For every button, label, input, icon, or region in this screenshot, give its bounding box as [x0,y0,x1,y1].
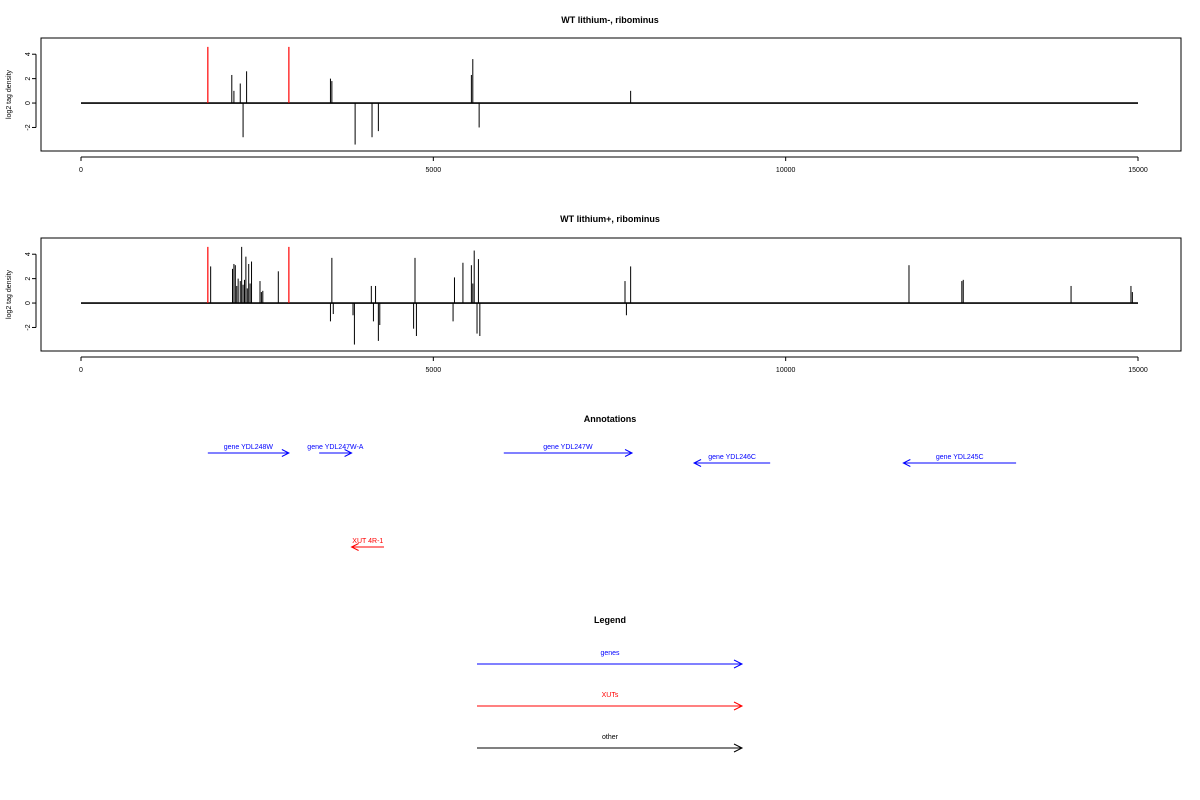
x-tick-label: 0 [79,167,83,174]
arrow-head-right [733,659,744,669]
arrow-head-right [344,449,353,457]
arrow-head-left [350,543,359,551]
x-tick-label: 10000 [776,167,796,174]
annotation-label: gene YDL246C [708,454,756,461]
annotations-panel: Annotations gene YDL248W gene YDL247W-A ge… [207,414,1017,551]
legend-entry: genes [477,650,744,669]
x-tick-label: 5000 [426,367,442,374]
legend-title: Legend [594,615,626,625]
y-tick-label: 2 [25,77,32,81]
annotation-feature: gene YDL247W-A [307,444,364,457]
x-tick-label: 5000 [426,167,442,174]
annotation-label: gene YDL245C [936,454,984,461]
y-tick-label: -2 [25,124,32,130]
x-tick-label: 15000 [1128,167,1148,174]
arrow-head-right [281,449,290,457]
annotation-feature: gene YDL248W [207,444,290,457]
chart-title: WT lithium-, ribominus [561,15,659,25]
arrow-head-left [902,459,911,467]
y-tick-label: 4 [25,252,32,256]
legend-entry: XUTs [477,692,744,711]
legend-label: genes [600,650,620,657]
y-tick-label: -2 [25,324,32,330]
annotation-feature: gene YDL247W [503,444,634,457]
legend-entry: other [477,734,744,753]
y-axis-label: log2 tag density [6,269,13,319]
chart-title: WT lithium+, ribominus [560,214,660,224]
y-tick-label: 0 [25,101,32,105]
plot-frame [40,37,1182,152]
annotation-feature: gene YDL246C [692,454,771,467]
annotations-title: Annotations [584,414,637,424]
plot-frame [40,237,1182,352]
annotation-feature: gene YDL245C [902,454,1017,467]
annotation-label: XUT 4R-1 [352,538,383,545]
arrow-head-right [624,449,634,457]
legend-panel: Legend genes XUTs other [477,615,744,753]
track-panel-lithium-plus: WT lithium+, ribominus -2 0 2 4 log2 tag dens… [6,214,1182,374]
arrow-head-right [733,701,744,711]
x-tick-label: 0 [79,367,83,374]
y-tick-label: 2 [25,277,32,281]
track-panel-lithium-minus: WT lithium-, ribominus -2 0 2 4 log2 tag dens… [6,15,1182,174]
annotation-label: gene YDL248W [224,444,274,451]
x-tick-label: 15000 [1128,367,1148,374]
arrow-head-right [733,743,744,753]
annotation-feature: XUT 4R-1 [350,538,385,551]
annotation-items: gene YDL248W gene YDL247W-A gene YDL247W ge… [207,444,1017,551]
legend-items: genes XUTs other [477,650,744,753]
legend-label: XUTs [602,692,619,699]
y-tick-label: 0 [25,301,32,305]
legend-label: other [602,734,619,741]
x-tick-label: 10000 [776,367,796,374]
y-axis-label: log2 tag density [6,69,13,119]
annotation-label: gene YDL247W [543,444,593,451]
annotation-label: gene YDL247W-A [307,444,363,451]
y-tick-label: 4 [25,52,32,56]
arrow-head-left [692,459,702,467]
